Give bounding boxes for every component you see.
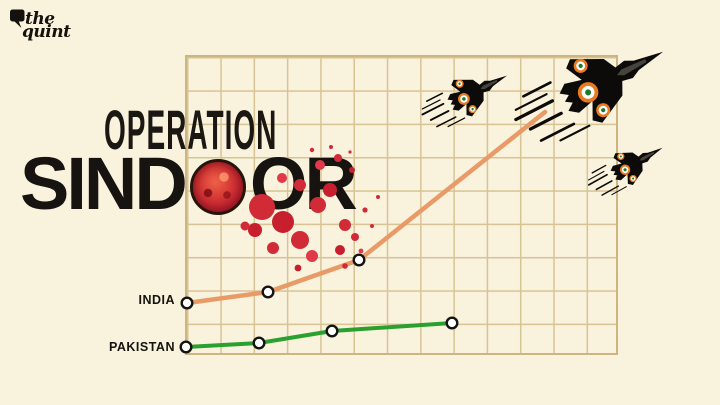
headline-part-sind: SIND (20, 142, 188, 225)
series-label-india: INDIA (138, 293, 175, 307)
headline-part-or: OR (249, 142, 358, 225)
sindoor-circle-icon (189, 159, 246, 215)
headline-sindoor: SIND OR (20, 142, 358, 225)
speech-bubble-icon (10, 9, 25, 28)
logo-word-the: the (25, 9, 55, 29)
the-quint-logo[interactable]: the quint (10, 8, 71, 50)
logo-word-quint: quint (22, 22, 71, 42)
series-label-pakistan: PAKISTAN (108, 340, 175, 354)
